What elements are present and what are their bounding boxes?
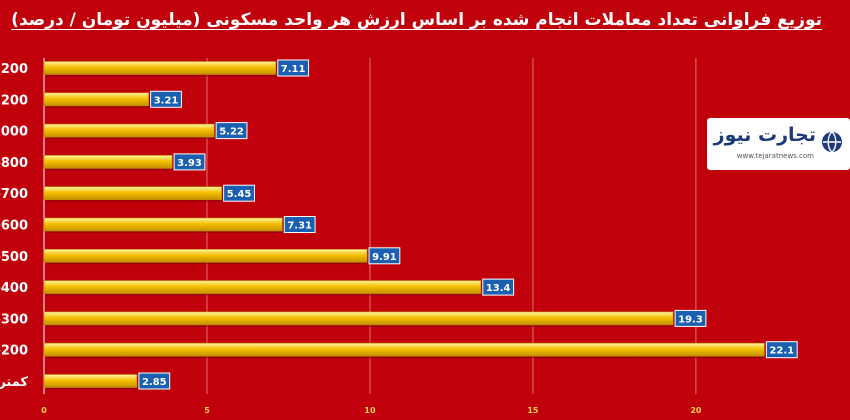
logo-name: تجارت نیوز (713, 124, 816, 146)
data-label: 5.45 (227, 189, 252, 200)
category-label: -800 (0, 156, 28, 171)
data-label-box (283, 216, 316, 233)
x-tick-label: 10 (364, 406, 376, 415)
logo: تجارت نیوز www.tejaratnews.com (707, 118, 850, 170)
category-label: -400 (0, 281, 28, 296)
bar (43, 311, 674, 326)
bar (43, 186, 222, 200)
globe-mark-icon (822, 131, 842, 153)
category-label: -600 (0, 219, 28, 234)
x-tick-label: 20 (690, 406, 702, 415)
data-label-box (223, 184, 255, 202)
data-label-box (138, 372, 171, 390)
data-label-box (277, 59, 310, 77)
bar (43, 61, 277, 75)
category-label: -700 (0, 187, 28, 202)
bar (43, 249, 368, 263)
bar (43, 217, 283, 232)
bar (43, 342, 765, 357)
data-label: 7.11 (281, 64, 306, 75)
bar (43, 280, 482, 294)
data-label-box (173, 153, 206, 171)
category-label: 200 (1, 62, 28, 77)
logo-site: www.tejaratnews.com (736, 152, 814, 160)
data-label: 7.31 (287, 221, 312, 232)
data-label: 19.3 (678, 314, 703, 325)
category-label: 1000 (0, 125, 28, 140)
x-tick-label: 5 (204, 406, 210, 415)
data-label: 3.21 (154, 95, 179, 106)
category-label: کمتر (0, 375, 28, 390)
data-label: 9.91 (372, 252, 397, 263)
x-tick-label: 15 (527, 406, 539, 415)
data-label-box (368, 247, 401, 265)
x-tick-label: 0 (41, 406, 47, 415)
bar (43, 123, 215, 138)
data-label: 3.93 (177, 158, 202, 169)
data-label-box (482, 278, 515, 296)
data-label-box (765, 341, 798, 359)
data-label-box (150, 90, 182, 108)
data-label: 22.1 (769, 346, 794, 357)
data-label-box (674, 309, 707, 327)
bar (43, 92, 149, 107)
data-label: 13.4 (486, 283, 511, 294)
data-label-box (215, 122, 248, 140)
bar (43, 155, 173, 169)
bar (43, 374, 138, 388)
category-label: -500 (0, 250, 28, 265)
category-label: -200 (0, 344, 28, 359)
chart-title: توزیع فراوانی تعداد معاملات انجام شده بر… (11, 10, 822, 30)
data-label: 2.85 (142, 377, 167, 388)
category-label: -300 (0, 312, 28, 327)
data-label: 5.22 (219, 127, 244, 138)
